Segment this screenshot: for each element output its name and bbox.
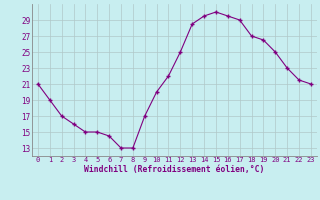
X-axis label: Windchill (Refroidissement éolien,°C): Windchill (Refroidissement éolien,°C) — [84, 165, 265, 174]
